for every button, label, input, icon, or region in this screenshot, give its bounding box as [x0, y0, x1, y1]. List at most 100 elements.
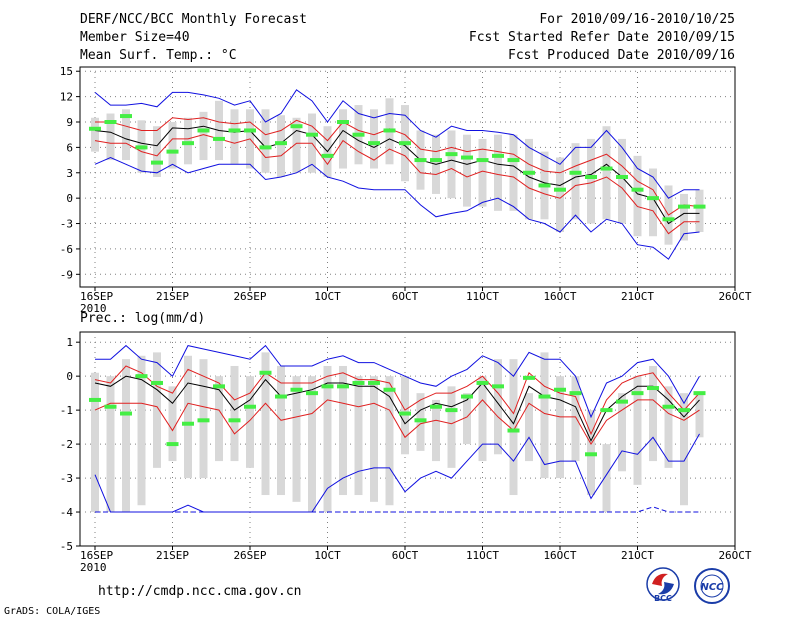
x-tick-label: 1OCT	[314, 290, 341, 303]
median-mark	[151, 380, 163, 385]
range-bar	[478, 376, 487, 462]
median-mark	[461, 394, 473, 399]
median-mark	[569, 170, 582, 175]
mean-line	[94, 375, 700, 442]
range-bar	[680, 193, 688, 241]
median-mark	[182, 421, 194, 426]
x-tick-label: 11OCT	[466, 549, 499, 562]
median-mark	[554, 187, 566, 192]
x-tick-label: 21SEP	[156, 290, 189, 303]
median-mark	[383, 128, 396, 133]
median-mark	[135, 145, 148, 150]
y-tick-label: 3	[66, 167, 73, 180]
range-bar	[478, 138, 487, 207]
median-mark	[135, 374, 148, 379]
range-bar	[540, 352, 549, 479]
median-mark	[600, 408, 613, 413]
ncc-logo-text: NCC	[700, 582, 724, 593]
y-tick-label: 12	[60, 91, 73, 104]
range-bar	[494, 359, 502, 455]
range-bar	[168, 386, 177, 462]
median-mark	[399, 141, 411, 146]
median-mark	[244, 404, 256, 409]
x-tick-label: 26OCT	[718, 549, 751, 562]
median-mark	[678, 204, 690, 209]
range-bar	[184, 117, 192, 165]
range-bar	[618, 393, 626, 472]
outer-upper-line	[95, 344, 700, 419]
median-mark	[631, 391, 644, 396]
y-tick-label: -4	[60, 506, 74, 519]
range-bar	[230, 109, 239, 165]
median-mark	[476, 380, 489, 385]
median-mark	[523, 375, 535, 380]
median-mark	[306, 132, 318, 137]
x-tick-label: 26SEP	[233, 290, 266, 303]
median-mark	[321, 153, 334, 158]
range-bar	[649, 365, 657, 462]
median-mark	[120, 411, 132, 416]
median-mark	[352, 132, 365, 137]
range-bar	[91, 372, 99, 513]
median-mark	[306, 391, 318, 396]
median-mark	[213, 136, 225, 141]
median-mark	[213, 384, 225, 389]
median-mark	[693, 204, 706, 209]
median-mark	[507, 428, 520, 433]
x-tick-label: 6OCT	[392, 290, 419, 303]
x-tick-label: 21OCT	[621, 549, 654, 562]
range-bar	[447, 130, 456, 199]
inner-lower-line	[94, 134, 700, 235]
ncc-logo: NCC	[694, 568, 730, 604]
inner-upper-line	[95, 117, 700, 216]
range-bar	[695, 189, 704, 232]
median-mark	[228, 128, 241, 133]
range-bar	[246, 376, 254, 468]
range-bar	[447, 386, 456, 468]
median-mark	[616, 175, 628, 179]
median-mark	[476, 158, 489, 163]
y-tick-label: 1	[66, 336, 73, 349]
variable-label: Mean Surf. Temp.: °C	[80, 48, 237, 63]
y-tick-label: -5	[60, 540, 73, 553]
median-mark	[414, 158, 427, 163]
median-mark	[89, 397, 101, 402]
range-bar	[339, 109, 347, 169]
range-bar	[230, 365, 239, 462]
x-tick-label: 6OCT	[392, 549, 419, 562]
x-tick-label: 26OCT	[718, 290, 751, 303]
range-bar	[571, 376, 580, 462]
range-bar	[106, 376, 115, 513]
median-mark	[290, 124, 303, 129]
median-mark	[647, 196, 659, 201]
inner-upper-line	[94, 365, 700, 436]
median-mark	[678, 408, 690, 413]
range-bar	[680, 393, 688, 506]
grads-credit: GrADS: COLA/IGES	[4, 606, 100, 617]
range-bar	[649, 168, 657, 237]
started-date: Fcst Started Refer Date 2010/09/15	[469, 30, 735, 45]
range-bar	[215, 376, 223, 462]
median-mark	[585, 452, 597, 457]
median-mark	[383, 387, 396, 392]
range-bar	[509, 134, 518, 211]
median-mark	[352, 380, 365, 385]
outer-lower-line	[94, 156, 700, 260]
range-bar	[261, 352, 270, 496]
median-mark	[445, 408, 458, 413]
median-mark	[662, 404, 675, 409]
median-mark	[507, 158, 520, 163]
footer-url[interactable]: http://cmdp.ncc.cma.gov.cn	[98, 584, 302, 599]
x-tick-sublabel: 2010	[80, 561, 107, 574]
range-bar	[463, 134, 471, 207]
median-mark	[399, 411, 411, 416]
median-mark	[104, 404, 117, 409]
median-mark	[461, 155, 473, 160]
y-tick-label: -9	[60, 268, 73, 281]
range-bar	[494, 134, 502, 211]
median-mark	[693, 391, 706, 396]
y-tick-label: 9	[66, 116, 73, 129]
median-mark	[182, 141, 194, 146]
